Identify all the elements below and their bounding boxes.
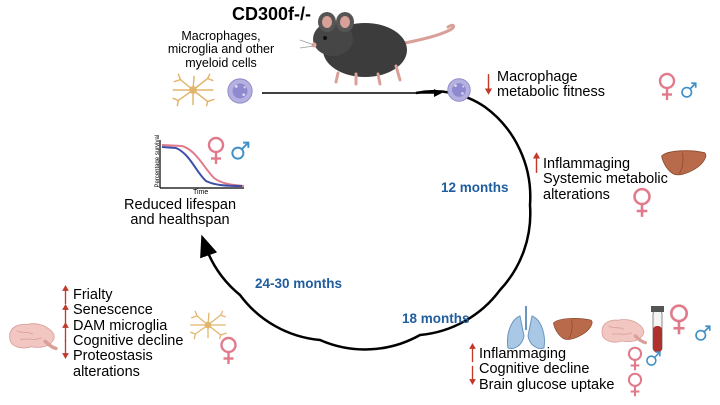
microglia-icon (172, 73, 215, 107)
stage-24-effect: Senescence (73, 302, 153, 319)
macrophage-cell-icon (227, 78, 253, 104)
stage-12-effect: Systemic metabolic (543, 171, 668, 188)
stage-18-effects: Inflammaging Cognitive decline Brain glu… (479, 346, 615, 393)
macrophage-effect-line: Macrophage (497, 69, 578, 85)
cells-label-line: myeloid cells (185, 55, 257, 70)
stage-18-effect: Brain glucose uptake (479, 376, 615, 393)
stage-12-effect: alterations (543, 186, 610, 203)
microglia-icon (190, 310, 227, 340)
stage-18-effect: Cognitive decline (479, 361, 590, 378)
blood-tube-icon (651, 306, 664, 353)
stage-24-effect: alterations (73, 363, 140, 380)
down-arrow-icon (484, 73, 493, 96)
down-arrow-icon (61, 339, 70, 359)
stage-24-effect: Cognitive decline (73, 333, 184, 350)
stage-12-effects: Inflammaging Systemic metabolic alterati… (543, 156, 668, 203)
stage-24-effect: Proteostasis (73, 348, 153, 365)
mouse-illustration (299, 12, 456, 86)
stage-24-effects: Frialty Senescence DAM microglia Cogniti… (73, 287, 184, 380)
outcome-line: and healthspan (130, 212, 230, 229)
female-icon (669, 304, 689, 336)
male-icon (231, 141, 250, 160)
up-arrow-icon (532, 152, 541, 174)
down-arrow-icon (468, 365, 477, 385)
male-icon (695, 325, 711, 341)
cells-label: Macrophages, microglia and other myeloid… (146, 29, 296, 70)
brain-icon (600, 317, 648, 345)
female-icon (627, 346, 643, 372)
time-label-24-30: 24-30 months (255, 276, 343, 291)
female-icon (207, 136, 225, 166)
lungs-icon (507, 306, 545, 349)
time-label-12: 12 months (441, 180, 509, 195)
brain-icon (7, 321, 58, 351)
liver-icon (661, 150, 707, 176)
stage-24-effect: DAM microglia (73, 317, 168, 334)
cells-label-line: Macrophages, (181, 29, 261, 43)
macrophage-effect: Macrophage metabolic fitness (497, 69, 605, 101)
female-icon (220, 336, 237, 366)
up-arrow-icon (468, 343, 477, 363)
cells-label-line: microglia and other (167, 42, 275, 57)
diagram-title: CD300f-/- (232, 4, 312, 24)
liver-icon (553, 318, 593, 340)
outcome-line: Reduced lifespan (123, 197, 237, 213)
survival-plot (159, 140, 245, 189)
up-arrow-icon (61, 304, 70, 324)
up-arrow-icon (61, 285, 70, 305)
female-icon (627, 372, 643, 398)
survival-ylabel: Percentage survival (154, 134, 161, 188)
stage-18-effect: Inflammaging (479, 346, 567, 362)
outcome-label: Reduced lifespan and healthspan (110, 197, 250, 229)
male-icon (646, 351, 661, 366)
macrophage-cell-icon-right (447, 78, 471, 102)
female-icon (658, 72, 676, 102)
cycle-arc (200, 89, 532, 351)
survival-xlabel: Time (193, 189, 209, 196)
macrophage-effect-line: metabolic fitness (497, 84, 605, 101)
stage-12-effect: Inflammaging (543, 156, 631, 172)
stage-24-effect: Frialty (73, 287, 113, 303)
male-icon (681, 82, 697, 98)
up-arrow-icon (61, 322, 70, 342)
time-label-18: 18 months (402, 311, 470, 326)
